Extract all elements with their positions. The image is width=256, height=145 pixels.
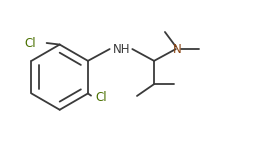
Text: NH: NH <box>113 42 130 56</box>
Text: N: N <box>173 42 182 56</box>
Text: Cl: Cl <box>96 91 107 104</box>
Text: Cl: Cl <box>24 37 36 49</box>
